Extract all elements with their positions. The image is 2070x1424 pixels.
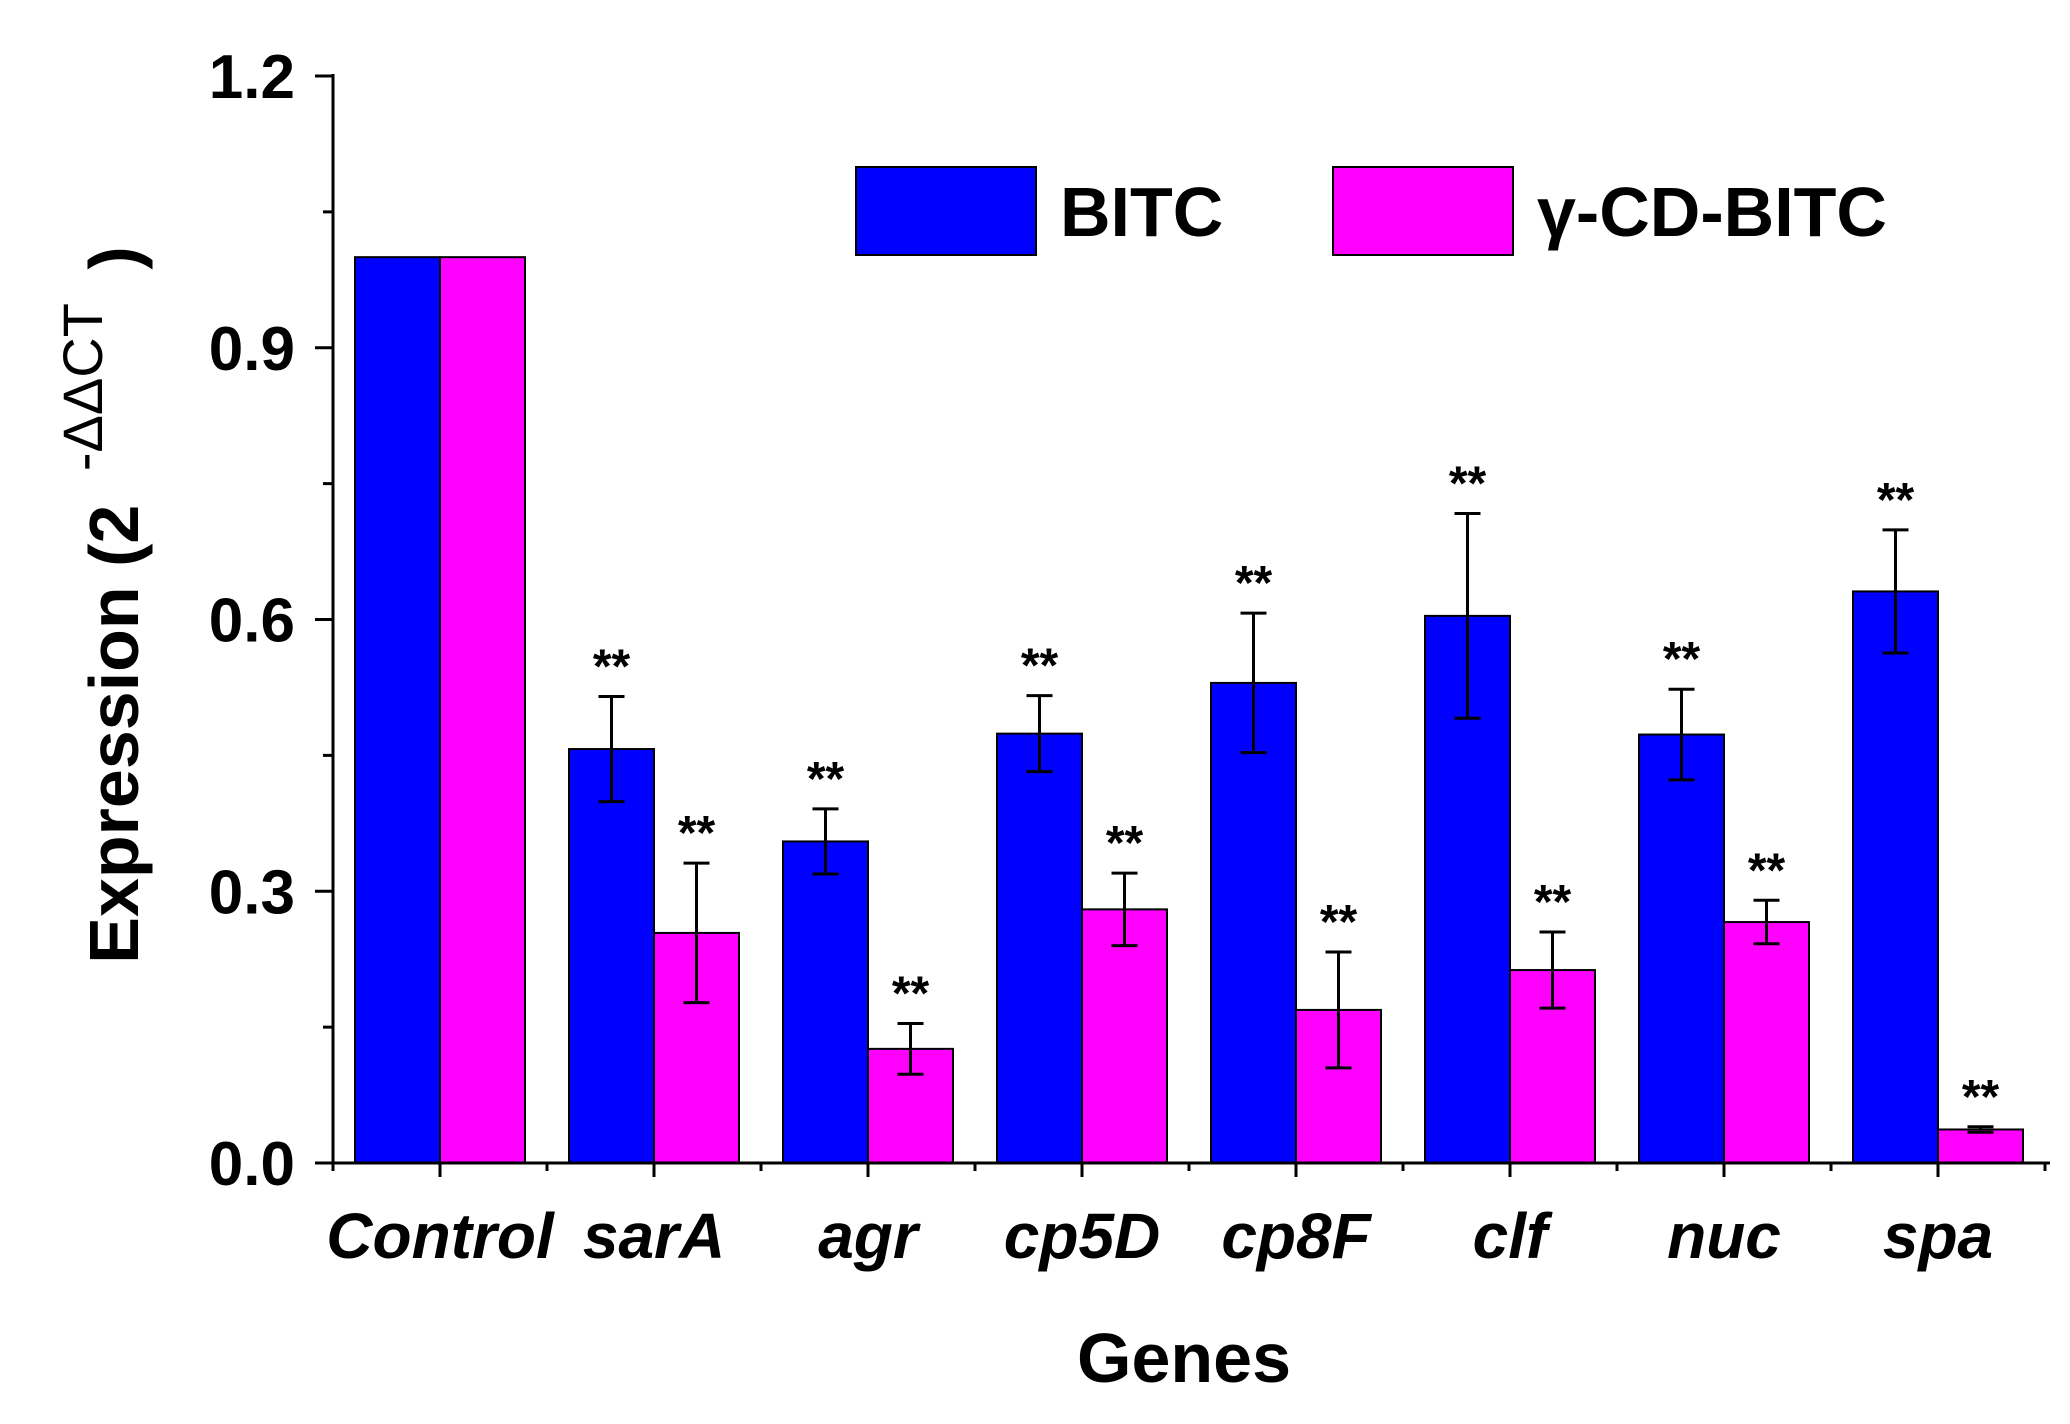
bar-gcd-bitc-control	[439, 256, 526, 1164]
significance-layer: ** ** ** ** ** ** ** ** ** ** ** ** ** **	[593, 458, 2000, 1124]
y-axis-title-superscript: -ΔΔCT	[51, 303, 114, 471]
significance-marker: **	[1106, 817, 1144, 870]
legend-label-gcd-bitc: γ-CD-BITC	[1537, 173, 1887, 251]
significance-marker: **	[1021, 640, 1059, 693]
bar-bitc-cp5d	[996, 732, 1083, 1164]
y-tick-label: 0.3	[209, 858, 295, 927]
y-axis-title-main: Expression (2	[75, 505, 153, 964]
significance-marker: **	[1235, 557, 1273, 610]
legend-swatch-gcd-bitc	[1332, 166, 1514, 256]
legend-swatch-bitc	[855, 166, 1037, 256]
significance-marker: **	[1663, 633, 1701, 686]
bar-bitc-control	[354, 256, 441, 1164]
x-tick-label-cp8f: cp8F	[1221, 1200, 1372, 1272]
bar-bitc-cp8f	[1210, 681, 1297, 1164]
x-tick-label-cp5d: cp5D	[1004, 1200, 1161, 1272]
y-tick-label: 1.2	[209, 43, 295, 112]
legend: BITC γ-CD-BITC	[855, 166, 1887, 256]
significance-marker: **	[1748, 844, 1786, 897]
bar-bitc-agr	[782, 840, 869, 1164]
y-axis-title-close: )	[75, 246, 153, 269]
bar-gcd-bitc-cp5d	[1081, 908, 1168, 1164]
x-tick-label-clf: clf	[1473, 1200, 1553, 1272]
bar-bitc-nuc	[1638, 733, 1725, 1164]
tick-labels-layer: 0.0 0.3 0.6 0.9 1.2	[209, 43, 295, 1199]
significance-marker: **	[807, 753, 845, 806]
y-axis-title: Expression (2 -ΔΔCT )	[39, 246, 153, 963]
bar-bitc-sara	[568, 748, 655, 1164]
y-tick-label: 0.9	[209, 315, 295, 384]
significance-marker: **	[1962, 1071, 2000, 1124]
category-labels-layer: Control sarA agr cp5D cp8F clf nuc spa	[326, 1200, 1993, 1272]
significance-marker: **	[678, 807, 716, 860]
x-tick-label-control: Control	[326, 1200, 555, 1272]
bar-bitc-spa	[1852, 590, 1939, 1164]
legend-label-bitc: BITC	[1060, 173, 1223, 251]
significance-marker: **	[1449, 458, 1487, 511]
x-tick-label-spa: spa	[1883, 1200, 1993, 1272]
x-tick-label-sara: sarA	[583, 1200, 725, 1272]
significance-marker: **	[892, 968, 930, 1021]
error-bars-layer	[598, 512, 1994, 1134]
x-tick-label-nuc: nuc	[1667, 1200, 1781, 1272]
y-tick-label: 0.6	[209, 587, 295, 656]
x-tick-label-agr: agr	[818, 1200, 921, 1272]
axes-layer	[315, 74, 2050, 1177]
x-axis-title: Genes	[1077, 1319, 1291, 1397]
significance-marker: **	[1320, 896, 1358, 949]
bar-gcd-bitc-nuc	[1723, 921, 1810, 1164]
significance-marker: **	[1534, 876, 1572, 929]
y-tick-label: 0.0	[209, 1130, 295, 1199]
bar-gcd-bitc-spa	[1937, 1128, 2024, 1164]
bars-layer	[354, 256, 2024, 1165]
significance-marker: **	[1877, 474, 1915, 527]
significance-marker: **	[593, 640, 631, 693]
